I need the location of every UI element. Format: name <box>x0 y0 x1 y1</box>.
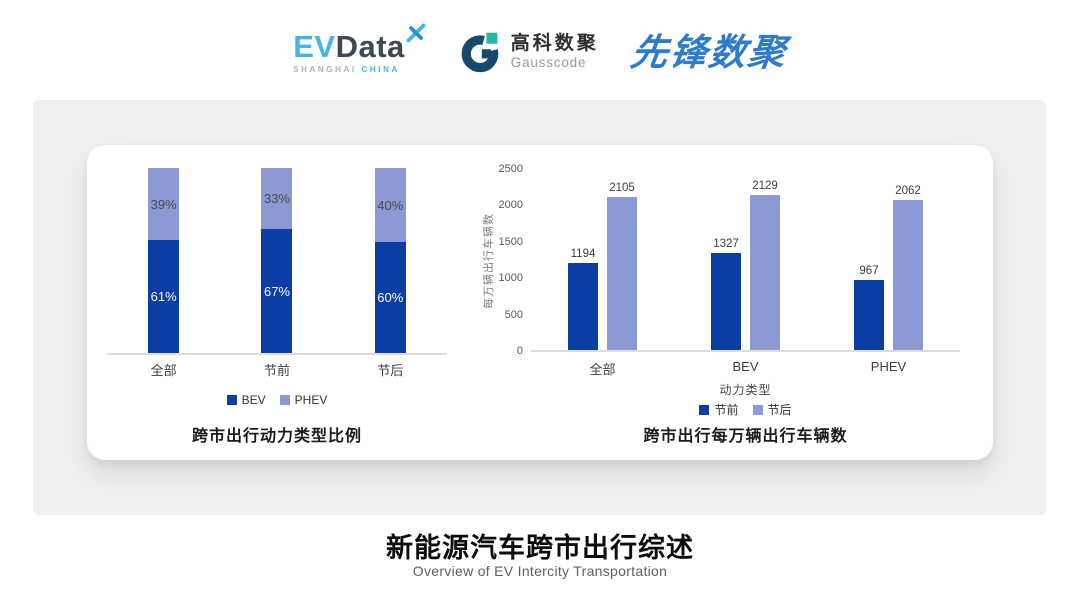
grouped-plot-area: 1194 2105 1327 2129 967 2062 <box>531 170 960 352</box>
bar-segment-bev: 67% <box>261 229 293 353</box>
stacked-bar: 39% 61% <box>148 168 180 353</box>
category-slot: 40% 60% <box>334 168 447 353</box>
evdata-x-icon <box>406 23 426 42</box>
y-tick-label: 1500 <box>498 235 523 248</box>
x-category-label: 节前 <box>263 363 290 378</box>
evdata-sub-china: CHINA <box>361 64 400 74</box>
bar-节后: 2129 <box>750 180 780 350</box>
stacked-bar-chart: 39% 61% 33% 67% 40% 60% 全部 节前 节后 BEV PHEV 跨市出行动力… <box>107 145 447 460</box>
legend-swatch <box>226 395 237 405</box>
stacked-bar: 33% 67% <box>261 168 293 353</box>
legend-swatch <box>279 395 290 405</box>
gray-stage-panel: 39% 61% 33% 67% 40% 60% 全部 节前 节后 BEV PHEV 跨市出行动力… <box>33 100 1046 515</box>
bar-节前: 967 <box>854 265 884 350</box>
evdata-text-data: Data <box>335 28 405 64</box>
value-label: 2129 <box>752 180 778 193</box>
x-category-label: 全部 <box>589 362 616 377</box>
stacked-x-axis-labels: 全部 节前 节后 <box>107 360 447 379</box>
y-tick-label: 1000 <box>498 272 523 285</box>
legend-swatch <box>699 404 710 415</box>
legend-item: BEV <box>226 393 266 407</box>
y-tick-label: 2500 <box>498 163 523 175</box>
x-axis-title: 动力类型 <box>719 383 772 397</box>
page-subtitle: Overview of EV Intercity Transportation <box>412 563 668 579</box>
category-group: 1327 2129 <box>674 170 817 350</box>
category-slot: 39% 61% <box>107 168 220 353</box>
gausscode-wordmark: 高科数聚 Gausscode <box>511 33 599 70</box>
legend-item: 节后 <box>752 401 792 418</box>
y-axis-tick-labels: 0 500 1000 1500 2000 2500 <box>467 163 523 357</box>
y-tick-label: 2000 <box>498 199 523 212</box>
page-title: 新能源汽车跨市出行综述 <box>386 533 694 563</box>
bar-segment-bev: 61% <box>148 240 180 353</box>
evdata-wordmark: EV Data <box>293 23 426 64</box>
header-logos: EV Data SHANGHAI CHINA 高科数聚 Gausscode 先锋数… <box>0 23 1080 80</box>
bar-节前: 1327 <box>711 238 741 350</box>
legend-label: 节前 <box>714 403 739 417</box>
value-label: 2062 <box>895 184 921 197</box>
value-label: 1327 <box>713 238 739 251</box>
value-label: 967 <box>859 264 879 277</box>
segment-value-label: 40% <box>377 197 404 213</box>
grouped-bar-chart: 每万辆出行车辆数 0 500 1000 1500 2000 2500 1194 2105 13… <box>467 145 960 460</box>
x-category-label: 全部 <box>150 363 177 378</box>
legend-label: 节后 <box>767 403 792 417</box>
charts-card: 39% 61% 33% 67% 40% 60% 全部 节前 节后 BEV PHEV 跨市出行动力… <box>87 145 993 460</box>
category-group: 967 2062 <box>817 170 960 350</box>
gausscode-g-icon <box>461 32 499 73</box>
bar-segment-phev: 39% <box>148 168 180 241</box>
gausscode-en-text: Gausscode <box>510 55 587 71</box>
segment-value-label: 33% <box>263 191 290 207</box>
y-tick-label: 500 <box>504 308 523 321</box>
stacked-plot-area: 39% 61% 33% 67% 40% 60% <box>107 168 447 355</box>
y-tick-label: 0 <box>516 345 523 357</box>
legend-label: BEV <box>241 393 266 407</box>
x-category-label: PHEV <box>870 359 907 374</box>
segment-value-label: 67% <box>263 283 290 299</box>
pioneer-text: 先锋数聚 <box>627 31 790 73</box>
gausscode-cn-text: 高科数聚 <box>510 33 599 55</box>
grouped-chart-title: 跨市出行每万辆出行车辆数 <box>643 428 848 445</box>
legend-swatch <box>752 404 763 415</box>
x-category-label: 节后 <box>377 363 404 378</box>
legend-item: PHEV <box>279 393 328 407</box>
x-category-label: BEV <box>732 359 759 374</box>
category-slot: 33% 67% <box>220 168 333 353</box>
bar-segment-phev: 33% <box>261 168 293 230</box>
pioneer-logo: 先锋数聚 <box>627 31 790 73</box>
segment-value-label: 60% <box>377 290 404 305</box>
bar-节后: 2062 <box>893 185 923 350</box>
segment-value-label: 61% <box>150 289 177 305</box>
legend-label: PHEV <box>294 393 328 407</box>
grouped-chart-legend: 节前 节后 <box>531 401 960 418</box>
evdata-subtitle: SHANGHAI CHINA <box>293 65 400 74</box>
bar-segment-phev: 40% <box>374 168 406 242</box>
stacked-bar: 40% 60% <box>374 168 406 353</box>
bar-segment-bev: 60% <box>374 242 406 353</box>
value-label: 1194 <box>570 248 596 261</box>
legend-item: 节前 <box>699 401 739 418</box>
evdata-logo: EV Data SHANGHAI CHINA <box>293 23 426 74</box>
gausscode-logo: 高科数聚 Gausscode <box>458 30 599 74</box>
grouped-x-axis-labels: 全部 BEV PHEV <box>531 359 960 378</box>
value-label: 2105 <box>609 181 635 194</box>
stacked-chart-title: 跨市出行动力类型比例 <box>191 428 362 445</box>
bar-节前: 1194 <box>568 248 598 350</box>
bar-节后: 2105 <box>607 182 637 350</box>
segment-value-label: 39% <box>150 196 177 212</box>
category-group: 1194 2105 <box>531 170 674 350</box>
evdata-sub-shanghai: SHANGHAI <box>293 64 357 74</box>
stacked-chart-legend: BEV PHEV <box>107 393 447 407</box>
evdata-text-ev: EV <box>293 28 336 64</box>
